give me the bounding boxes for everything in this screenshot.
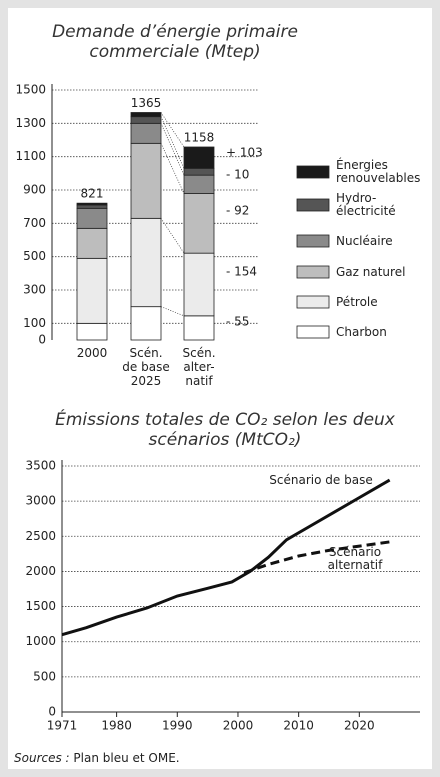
x-tick-label: 2010 xyxy=(283,719,314,733)
y-tick-label: 1000 xyxy=(25,634,56,648)
legend-swatch xyxy=(296,234,330,248)
x-tick-line: Scén. xyxy=(182,346,215,360)
bar-segment xyxy=(183,252,215,317)
y-tick-label: 700 xyxy=(23,216,46,230)
series-label: Scénario alternatif xyxy=(327,545,383,572)
bar-segment xyxy=(130,122,162,144)
chart-title: Émissions totales de CO₂ selon les deux … xyxy=(55,410,395,450)
x-tick-label: 1990 xyxy=(162,719,193,733)
bar-segment xyxy=(76,227,108,259)
y-tick-label: 1100 xyxy=(15,149,46,163)
x-tick-line: de base xyxy=(122,360,169,374)
x-tick-line: Scén. xyxy=(129,346,162,360)
bar-segment xyxy=(130,306,162,341)
total-label: 1365 xyxy=(131,96,162,110)
x-tick-label: 1971 xyxy=(47,719,78,733)
chart-title: Demande d’énergie primaire commerciale (… xyxy=(52,22,298,62)
x-tick-line: 2025 xyxy=(131,374,162,388)
x-tick-line: alter- xyxy=(183,360,214,374)
y-tick-label: 0 xyxy=(48,705,56,719)
annotation: - 10 xyxy=(226,168,249,182)
y-tick-label: 3000 xyxy=(25,494,56,508)
connector xyxy=(160,218,185,254)
bar-segment xyxy=(130,142,162,219)
y-tick-label: 100 xyxy=(23,316,46,330)
bar-segment xyxy=(76,257,108,324)
bar-segment xyxy=(183,315,215,341)
y-tick-label: 500 xyxy=(23,249,46,263)
legend-swatch xyxy=(296,198,330,212)
legend-label: Hydro-électricité xyxy=(336,191,396,218)
total-label: 1158 xyxy=(184,131,215,145)
line xyxy=(61,478,391,637)
connector xyxy=(160,123,185,176)
bar-segment xyxy=(183,193,215,254)
x-tick-label: 2000 xyxy=(223,719,254,733)
legend-label: Pétrole xyxy=(336,294,378,309)
bar-segment xyxy=(130,217,162,308)
legend-swatch xyxy=(296,165,330,179)
y-tick-label: 2500 xyxy=(25,529,56,543)
legend-label: Gaz naturel xyxy=(336,264,406,279)
y-tick-label: 500 xyxy=(33,669,56,683)
y-tick-label: 1500 xyxy=(25,599,56,613)
annotation: + 103 xyxy=(226,146,263,160)
annotation: - 154 xyxy=(226,265,257,279)
connector xyxy=(160,306,185,317)
bar-segment xyxy=(76,204,108,209)
series-label: Scénario de base xyxy=(269,473,373,487)
bar-segment xyxy=(183,174,215,194)
source-text: Plan bleu et OME. xyxy=(73,751,180,765)
bar-segment xyxy=(130,116,162,124)
legend-swatch xyxy=(296,325,330,339)
x-tick-line: 2000 xyxy=(77,346,108,360)
connector xyxy=(160,116,185,169)
legend-swatch xyxy=(296,265,330,279)
y-tick-label: 300 xyxy=(23,283,46,297)
bar-segment xyxy=(183,146,215,169)
y-tick-label: 2000 xyxy=(25,564,56,578)
source-label: Sources : xyxy=(14,751,70,765)
total-label: 821 xyxy=(81,187,104,201)
bar-segment xyxy=(183,167,215,176)
line xyxy=(243,540,390,575)
annotation: - 92 xyxy=(226,204,249,218)
x-tick-line: natif xyxy=(185,374,213,388)
panel xyxy=(8,8,432,769)
x-tick-label: 1980 xyxy=(101,719,132,733)
y-tick-label: 900 xyxy=(23,183,46,197)
x-tick-label: Scén. alter-natif xyxy=(182,346,215,388)
y-tick-label: 0 xyxy=(38,333,46,347)
x-tick-label: 2020 xyxy=(344,719,375,733)
bar-segment xyxy=(76,207,108,229)
source: Sources : Plan bleu et OME. xyxy=(14,752,180,765)
connector xyxy=(160,143,185,194)
x-tick-label: 2000 xyxy=(77,346,108,360)
legend-label: Énergies renouvelables xyxy=(336,158,421,185)
legend-swatch xyxy=(296,295,330,309)
legend-label: Charbon xyxy=(336,324,387,339)
annotation: - 55 xyxy=(226,315,249,329)
y-tick-label: 1300 xyxy=(15,116,46,130)
y-tick-label: 3500 xyxy=(25,459,56,473)
connector xyxy=(160,112,185,148)
bar-segment xyxy=(76,202,108,206)
bar-segment xyxy=(130,112,162,118)
bar-segment xyxy=(76,322,108,341)
x-tick-label: Scén. de base 2025 xyxy=(122,346,169,388)
legend-label: Nucléaire xyxy=(336,233,393,248)
y-tick-label: 1500 xyxy=(15,83,46,97)
